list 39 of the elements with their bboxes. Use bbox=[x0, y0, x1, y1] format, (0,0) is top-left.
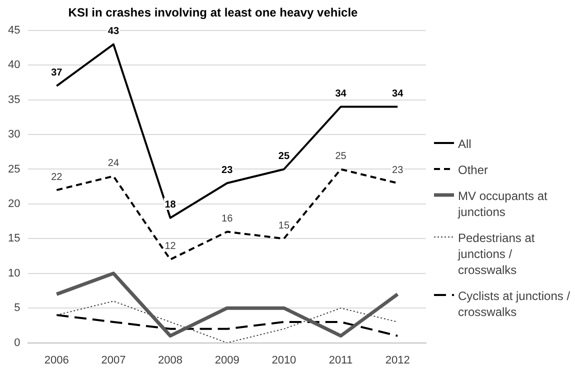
data-label: 22 bbox=[51, 172, 63, 183]
chart-title: KSI in crashes involving at least one heavy vehicle bbox=[68, 6, 358, 20]
data-label: 23 bbox=[222, 164, 234, 176]
y-tick-label: 45 bbox=[8, 24, 20, 36]
x-tick-label: 2006 bbox=[44, 354, 69, 366]
data-label: 37 bbox=[51, 68, 63, 79]
data-label: 12 bbox=[164, 241, 176, 252]
legend-label: Cyclists at junctions / crosswalks bbox=[458, 288, 572, 320]
x-tick-label: 2008 bbox=[158, 354, 183, 366]
y-tick-label: 35 bbox=[8, 94, 20, 106]
data-label: 34 bbox=[392, 88, 404, 100]
data-label: 34 bbox=[335, 88, 347, 100]
x-tick-label: 2012 bbox=[385, 354, 410, 366]
data-label: 43 bbox=[108, 26, 120, 38]
data-label: 24 bbox=[108, 158, 120, 169]
x-tick-label: 2010 bbox=[272, 354, 296, 366]
y-tick-label: 25 bbox=[8, 163, 20, 176]
y-tick-label: 30 bbox=[8, 128, 20, 141]
line-series bbox=[56, 300, 398, 343]
legend-label: Other bbox=[458, 162, 488, 178]
x-tick-label: 2011 bbox=[328, 354, 353, 366]
data-label: 16 bbox=[222, 213, 234, 224]
y-tick-label: 15 bbox=[8, 232, 20, 245]
y-tick-label: 40 bbox=[8, 59, 20, 72]
x-tick-label: 2007 bbox=[101, 354, 126, 366]
y-tick-label: 10 bbox=[8, 267, 20, 280]
data-label: 18 bbox=[164, 200, 176, 211]
data-label: 15 bbox=[278, 220, 290, 232]
x-tick-label: 2009 bbox=[214, 354, 240, 366]
y-tick-label: 0 bbox=[14, 336, 20, 349]
legend-label: Pedestrians at junctions / crosswalks bbox=[458, 230, 536, 278]
data-label: 23 bbox=[392, 164, 404, 176]
legend-label: MV occupants at junctions bbox=[458, 188, 548, 220]
line-series bbox=[56, 314, 399, 337]
y-tick-label: 5 bbox=[14, 302, 20, 314]
data-label: 25 bbox=[278, 150, 290, 162]
data-label: 25 bbox=[335, 150, 347, 162]
y-tick-label: 20 bbox=[8, 198, 20, 210]
legend-label: All bbox=[458, 136, 472, 152]
